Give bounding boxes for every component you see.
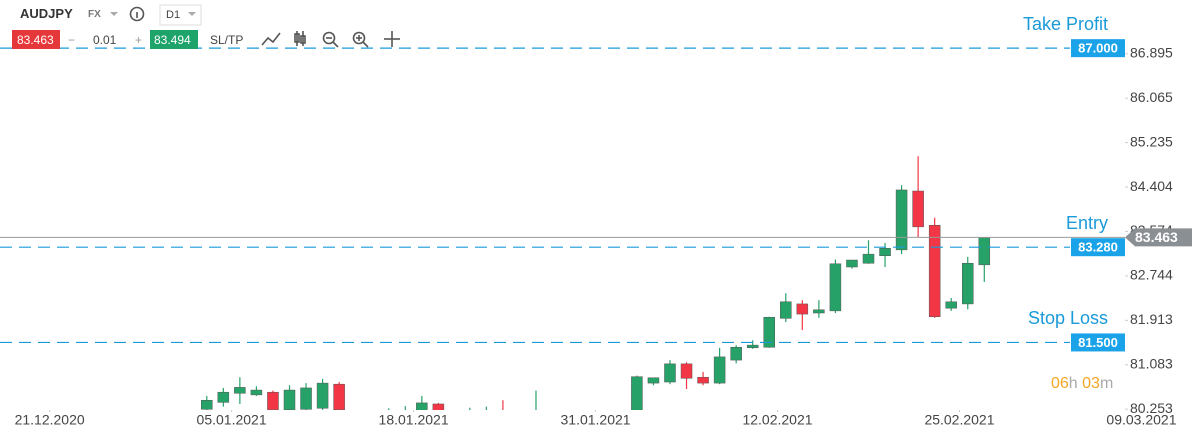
symbol: AUDJPY	[20, 6, 73, 21]
axes: 80.25381.08381.91382.74483.57484.40485.2…	[15, 44, 1177, 427]
level-name: Entry	[1066, 213, 1108, 233]
bid-price[interactable]: 83.463	[17, 33, 54, 47]
x-tick-label: 31.01.2021	[561, 412, 631, 428]
countdown-unit: m	[1099, 375, 1114, 392]
level-value: 81.500	[1078, 335, 1118, 350]
candle-body	[416, 402, 428, 410]
candle-body	[464, 417, 475, 422]
level-name: Stop Loss	[1028, 308, 1108, 328]
candle-body	[796, 303, 809, 315]
candle-body	[780, 301, 792, 319]
candle-body	[713, 356, 726, 384]
level-tag[interactable]	[1071, 238, 1125, 257]
candle-body	[746, 344, 759, 349]
timeframe[interactable]: D1	[166, 9, 181, 21]
countdown-unit: h	[1068, 375, 1078, 392]
x-tick-label: 21.12.2020	[15, 412, 85, 428]
candles-icon[interactable]	[294, 31, 306, 46]
y-tick-label: 81.913	[1130, 311, 1173, 327]
last-price-label: 83.463	[1135, 229, 1178, 245]
x-tick-label: 25.02.2021	[924, 412, 994, 428]
y-tick-label: 86.895	[1130, 44, 1173, 60]
timeframe-box[interactable]	[159, 4, 202, 26]
candle-body	[267, 391, 279, 410]
level-value: 83.280	[1078, 240, 1118, 255]
last-price-tag	[1125, 228, 1192, 247]
candle-body	[250, 389, 263, 396]
candle-body	[962, 263, 974, 305]
candle-body	[647, 377, 660, 384]
x-tick-label: 12.02.2021	[742, 412, 812, 428]
candle-body	[234, 387, 246, 394]
y-tick-label: 84.404	[1130, 178, 1173, 194]
sl-tp[interactable]: SL/TP	[210, 33, 244, 47]
x-tick-label: 09.03.2021	[1106, 412, 1176, 428]
countdown: 06h 03m	[1051, 375, 1113, 393]
candle-body	[697, 376, 709, 384]
dropdown-arrow[interactable]	[188, 12, 196, 16]
candle-body	[497, 412, 508, 423]
candle-body	[300, 387, 312, 410]
overlays: 83.463 87.000 Take Profit 83.280 Entry 81.500…	[0, 14, 1192, 352]
lot-plus[interactable]: +	[135, 33, 143, 47]
candle-body	[217, 391, 230, 403]
candle-body	[730, 347, 742, 361]
x-tick-label: 05.01.2021	[197, 412, 267, 428]
candle-body	[680, 363, 693, 379]
candle-body	[763, 317, 775, 348]
candle-body	[201, 399, 213, 410]
countdown-minutes: 03	[1082, 375, 1100, 392]
lot-minus[interactable]: −	[68, 33, 76, 47]
candle-body	[862, 253, 875, 264]
candle-body	[879, 248, 891, 257]
level-tag[interactable]	[1071, 39, 1125, 58]
candle-body	[912, 190, 924, 228]
x-tick-label: 18.01.2021	[379, 412, 449, 428]
zoom-in-icon[interactable]	[352, 31, 369, 48]
ask-box[interactable]	[150, 30, 198, 49]
candle-body	[846, 259, 858, 268]
plot-area	[201, 156, 991, 423]
y-tick-label: 81.083	[1130, 355, 1173, 371]
candle-body	[631, 376, 643, 410]
lot-size[interactable]: 0.01	[93, 33, 117, 47]
candle-body	[283, 389, 296, 410]
level-name: Take Profit	[1023, 14, 1108, 34]
countdown-hours: 06	[1051, 375, 1069, 392]
candle-body	[928, 225, 941, 318]
candle-body	[945, 301, 957, 309]
candle-body	[316, 382, 329, 409]
bid-box[interactable]	[12, 30, 60, 49]
toolbar-icons	[129, 6, 400, 48]
candle-body	[530, 415, 541, 423]
candle-body	[333, 383, 345, 410]
zoom-out-icon[interactable]	[322, 31, 339, 48]
y-tick-label: 86.065	[1130, 89, 1173, 105]
candle-body	[664, 363, 676, 383]
level-value: 87.000	[1078, 41, 1118, 56]
y-tick-label: 85.235	[1130, 133, 1173, 149]
market: FX	[88, 9, 101, 20]
candle-body	[481, 416, 492, 422]
y-tick-label: 82.744	[1130, 267, 1173, 283]
move-icon[interactable]	[384, 31, 400, 47]
ask-price[interactable]: 83.494	[154, 33, 191, 47]
candle-body	[432, 403, 445, 410]
candle-body	[829, 263, 842, 312]
level-tag[interactable]	[1071, 333, 1125, 352]
dropdown-arrow[interactable]	[110, 12, 118, 16]
candle-body	[813, 309, 825, 314]
line-chart-icon[interactable]	[261, 32, 281, 46]
y-tick-label: 80.253	[1130, 400, 1173, 416]
info-icon[interactable]	[129, 6, 145, 22]
candle-body	[978, 237, 991, 266]
candle-body	[895, 189, 908, 251]
